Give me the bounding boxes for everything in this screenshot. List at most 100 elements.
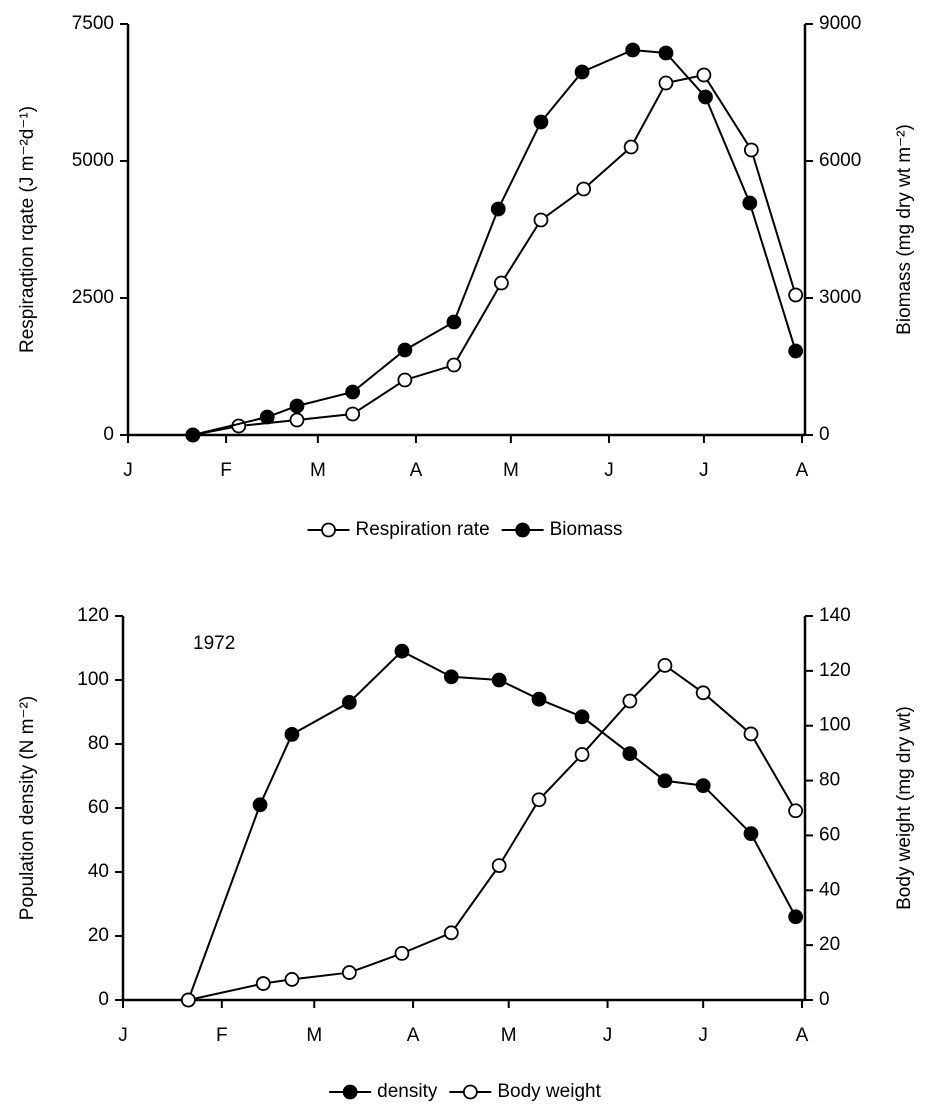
x-tick-label: J [603,1025,613,1046]
y-tick-label: 7500 [72,13,114,34]
data-point [185,427,201,443]
y2-axis-label: Biomass (mg dry wt m⁻²) [894,124,915,335]
x-tick-label: J [118,1025,128,1046]
x-tick-label: M [310,460,326,481]
x-tick-label: F [220,460,232,481]
data-point [625,42,641,58]
data-point [622,746,638,761]
y-axis-label: Respiraqtion rqate (J m⁻²d⁻¹) [17,106,38,353]
data-point [394,945,410,961]
data-point [493,275,509,291]
y2-tick-label: 9000 [819,13,861,34]
data-point [533,114,549,130]
legend-label: Respiration rate [356,519,490,540]
data-point [574,64,590,80]
data-point [788,343,804,359]
data-point [255,976,271,991]
data-point [695,685,711,701]
data-point [658,75,674,91]
data-point [345,406,361,422]
x-tick-label: A [796,1025,809,1046]
data-point [574,709,590,725]
data-point [576,181,592,197]
y-tick-label: 5000 [72,150,114,171]
data-point [490,201,506,217]
data-point [446,357,462,373]
data-point [394,643,410,659]
y-tick-label: 0 [103,424,114,445]
y2-tick-label: 20 [819,934,840,955]
series-line [192,48,797,436]
data-point [743,826,759,841]
data-point [696,67,712,83]
data-point [180,992,196,1008]
data-point [284,727,300,742]
series-line [192,73,797,436]
y2-tick-label: 0 [819,424,830,445]
data-point [788,803,804,819]
y2-tick-label: 6000 [819,150,861,171]
data-point [695,778,711,793]
legend: density Body weight [329,1081,602,1102]
x-tick-label: F [216,1025,228,1046]
data-point [622,693,638,709]
data-point [446,314,462,330]
x-tick-label: M [503,460,519,481]
y-tick-label: 2500 [72,287,114,308]
data-point [531,691,547,707]
y2-tick-label: 60 [819,824,840,845]
y2-tick-label: 100 [819,715,851,736]
data-point [289,398,305,414]
data-point [742,195,758,211]
data-point [531,792,547,808]
y-tick-label: 20 [88,925,109,946]
y-tick-label: 0 [98,989,109,1010]
data-point [397,342,413,358]
y2-tick-label: 40 [819,879,840,900]
x-tick-label: A [407,1025,420,1046]
y-tick-label: 60 [88,797,109,818]
data-point [443,925,459,941]
x-tick-label: J [604,460,614,481]
legend-marker [462,1084,478,1100]
y2-tick-label: 140 [819,605,851,626]
x-tick-label: J [698,1025,708,1046]
legend: Respiration rate Biomass [307,519,622,540]
y2-tick-label: 80 [819,770,840,791]
x-tick-label: A [410,460,423,481]
data-point [252,797,268,813]
legend-label: Body weight [497,1081,601,1102]
legend-marker [342,1084,358,1100]
y-tick-label: 100 [77,669,109,690]
data-point [289,412,305,428]
y-axis-label: Population density (N m⁻²) [17,696,38,920]
y-tick-label: 120 [77,605,109,626]
legend-marker [321,522,336,538]
y2-tick-label: 0 [819,989,830,1010]
x-tick-label: A [796,460,809,481]
data-point [259,409,275,425]
data-point [657,773,673,789]
y-tick-label: 40 [88,861,109,882]
data-point [743,142,759,158]
y2-tick-label: 3000 [819,287,861,308]
series-line [188,664,797,1001]
data-point [788,909,804,925]
data-point [284,972,300,987]
data-point [658,45,674,61]
y2-axis-label: Body weight (mg dry wt) [894,706,915,910]
data-point [341,695,357,710]
y2-tick-label: 120 [819,660,851,681]
data-point [443,669,459,685]
x-tick-label: J [699,460,709,481]
data-point [788,287,804,303]
data-point [491,672,507,688]
data-point [574,747,590,762]
x-tick-label: M [306,1025,322,1046]
data-point [743,726,759,742]
x-tick-label: M [501,1025,517,1046]
data-point [397,372,413,388]
data-point [341,965,357,980]
